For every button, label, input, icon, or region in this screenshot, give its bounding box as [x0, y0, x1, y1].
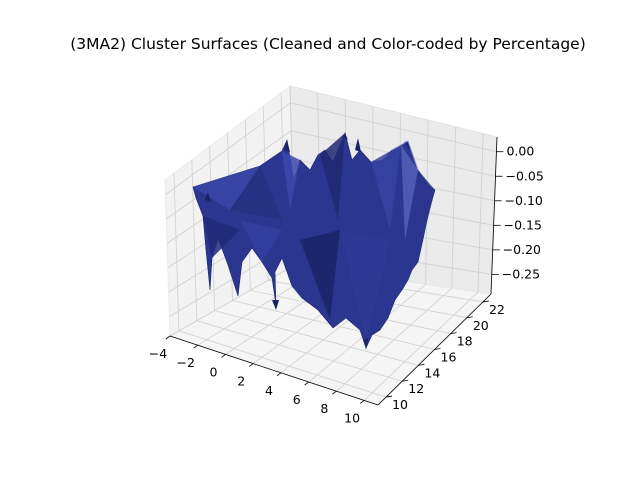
x-tick-mark — [276, 372, 282, 377]
z-tick-label: −0.05 — [506, 168, 544, 183]
cluster-surface — [192, 132, 436, 350]
x-axis-ticks: −4 −2 0 2 4 6 8 10 — [149, 335, 365, 425]
y-tick-mark — [402, 379, 409, 382]
chart-title: (3MA2) Cluster Surfaces (Cleaned and Col… — [70, 35, 586, 53]
x-tick-label: 10 — [344, 410, 360, 425]
surface-spike — [355, 138, 361, 152]
surface-facet — [401, 145, 418, 240]
y-tick-label: 18 — [457, 334, 473, 349]
y-tick-mark — [466, 316, 473, 319]
surface-facet — [371, 145, 401, 230]
surface-spike — [284, 140, 290, 152]
surface-facet — [282, 151, 300, 210]
surface-facet — [203, 216, 240, 258]
y-tick-label: 22 — [489, 302, 505, 317]
surface-facet — [418, 170, 435, 250]
surface-spike — [343, 133, 348, 140]
x-tick-mark — [304, 381, 309, 386]
x-tick-label: 2 — [237, 374, 245, 389]
y-tick-label: 20 — [473, 318, 489, 333]
z-tick-label: −0.10 — [505, 193, 543, 208]
x-tick-mark — [359, 400, 365, 404]
y-tick-label: 12 — [408, 381, 424, 396]
y-tick-label: 10 — [392, 397, 408, 412]
surface-facet — [230, 166, 282, 220]
z-tick-label: −0.25 — [502, 266, 540, 281]
x-tick-mark — [248, 363, 254, 367]
y-tick-mark — [418, 363, 425, 366]
surface-ridge — [391, 140, 419, 171]
x-tick-label: 6 — [293, 392, 301, 407]
surface-facet — [340, 230, 390, 340]
x-tick-mark — [221, 354, 226, 358]
y-tick-label: 16 — [441, 350, 457, 365]
surface-spike — [272, 300, 279, 310]
x-tick-label: 4 — [265, 383, 273, 398]
z-tick-label: 0.00 — [506, 144, 534, 159]
y-tick-mark — [450, 332, 457, 335]
surface-facet — [300, 230, 340, 320]
z-tick-label: −0.20 — [503, 242, 541, 257]
x-tick-label: 0 — [209, 364, 217, 379]
surface-facet — [240, 220, 282, 262]
x-tick-label: −2 — [177, 355, 195, 370]
x-tick-mark — [332, 390, 337, 395]
y-tick-mark — [386, 395, 393, 398]
z-axis-ticks: 0.00 −0.05 −0.10 −0.15 −0.20 −0.25 — [491, 144, 544, 281]
x-tick-mark — [165, 335, 171, 340]
x-tick-mark — [193, 344, 198, 349]
z-tick-label: −0.15 — [504, 217, 542, 232]
surface-facet — [193, 166, 260, 210]
y-tick-mark — [434, 348, 441, 350]
y-tick-label: 14 — [424, 365, 440, 380]
surface-spike — [364, 338, 368, 350]
x-tick-label: −4 — [149, 346, 167, 361]
surface-facet — [320, 133, 345, 220]
y-tick-mark — [482, 300, 489, 303]
surface-spike — [205, 192, 211, 202]
x-tick-label: 8 — [320, 401, 328, 416]
